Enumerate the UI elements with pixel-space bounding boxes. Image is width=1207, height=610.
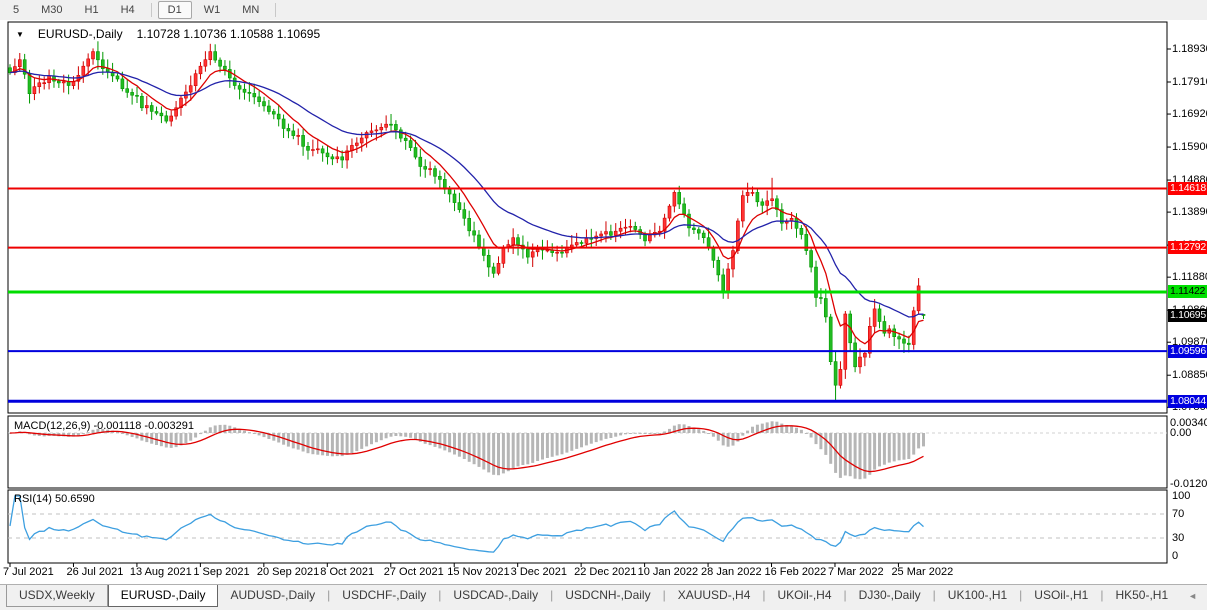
tab-separator: | (662, 588, 666, 602)
level-price-badge: 1.12792 (1168, 241, 1207, 255)
chart-dropdown-icon[interactable]: ▼ (16, 29, 24, 39)
macd-tick-label: 0.003408 (1170, 417, 1207, 429)
rsi-label: RSI(14) 50.6590 (14, 493, 95, 505)
chart-ohlc-values: 1.10728 1.10736 1.10588 1.10695 (136, 27, 321, 41)
candlestick-series (8, 41, 926, 401)
tab-separator: | (843, 588, 847, 602)
tf-button-h4[interactable]: H4 (120, 4, 135, 16)
tab-separator: | (550, 588, 554, 602)
date-tick-label: 15 Nov 2021 (447, 566, 510, 578)
horizontal-level-lines[interactable] (8, 187, 1167, 403)
level-price-badge: 1.11422 (1168, 285, 1207, 299)
rsi-line (9, 495, 924, 553)
chart-tab-usoil-h1[interactable]: USOil-,H1 (1034, 588, 1089, 602)
date-tick-label: 20 Sep 2021 (256, 566, 320, 578)
price-tick-label: 1.13890 (1172, 206, 1207, 219)
price-tick-label: 1.17910 (1172, 76, 1207, 88)
tab-separator: | (438, 588, 442, 602)
toolbar-separator (275, 3, 277, 17)
ma-slow-line (9, 70, 924, 318)
price-tick-label: 1.18930 (1172, 43, 1207, 55)
chart-tab-uk100-h1[interactable]: UK100-,H1 (947, 588, 1008, 602)
tf-button-d1[interactable]: D1 (157, 1, 192, 19)
rsi-tick-label: 0 (1172, 550, 1179, 562)
rsi-tick-label: 30 (1172, 532, 1185, 544)
date-tick-label: 22 Dec 2021 (574, 566, 637, 578)
pane-borders (7, 21, 1168, 564)
price-tick-label: 1.11880 (1172, 271, 1207, 284)
chart-tab-eurusd-daily[interactable]: EURUSD-,Daily (107, 585, 219, 607)
date-tick-label: 7 Jul 2021 (3, 566, 54, 578)
macd-label: MACD(12,26,9) -0.001118 -0.003291 (14, 420, 194, 432)
chart-tab-usdcad-daily[interactable]: USDCAD-,Daily (453, 588, 539, 602)
chart-tab-bar: USDX,Weekly EURUSD-,Daily AUDUSD-,Daily | US… (0, 584, 1207, 610)
date-tick-label: 26 Jul 2021 (66, 566, 124, 578)
level-price-badge: 1.09596 (1168, 344, 1207, 358)
chart-tab-dj30-daily[interactable]: DJ30-,Daily (858, 588, 921, 602)
chart-tab-usdx-weekly[interactable]: USDX,Weekly (6, 585, 108, 607)
date-axis-ticks (9, 563, 899, 567)
date-tick-label: 10 Jan 2022 (637, 566, 699, 578)
rsi-level-lines (8, 513, 1167, 539)
chart-tab-hk50-h1[interactable]: HK50-,H1 (1115, 588, 1169, 602)
rsi-tick-label: 100 (1172, 490, 1191, 502)
tab-separator: | (762, 588, 766, 602)
tf-button-m30[interactable]: M30 (41, 4, 63, 16)
chart-tab-xauusd-h4[interactable]: XAUUSD-,H4 (677, 588, 751, 602)
tab-separator: | (1019, 588, 1023, 602)
tf-button-5[interactable]: 5 (13, 4, 20, 16)
chart-tab-usdcnh-daily[interactable]: USDCNH-,Daily (565, 588, 651, 602)
date-tick-label: 13 Aug 2021 (129, 566, 192, 578)
level-price-badge: 1.14618 (1168, 182, 1207, 196)
tab-separator: | (327, 588, 331, 602)
tf-button-h1[interactable]: H1 (84, 4, 99, 16)
price-tick-label: 1.16920 (1172, 108, 1207, 121)
rsi-tick-label: 70 (1172, 508, 1185, 520)
date-tick-label: 7 Mar 2022 (827, 566, 884, 578)
tab-separator: | (1100, 588, 1104, 602)
chart-tab-ukoil-h4[interactable]: UKOil-,H4 (777, 588, 832, 602)
chart-tab-audusd-daily[interactable]: AUDUSD-,Daily (230, 588, 316, 602)
macd-tick-label: -0.012059 (1170, 477, 1207, 490)
date-tick-label: 27 Oct 2021 (383, 566, 444, 578)
macd-histogram (8, 421, 925, 480)
chart-title-row: ▼ EURUSD-,Daily 1.10728 1.10736 1.10588 … (16, 27, 320, 41)
macd-signal-line (9, 425, 924, 473)
tab-separator: | (932, 588, 936, 602)
tf-button-mn[interactable]: MN (242, 4, 260, 16)
toolbar-separator (150, 3, 152, 17)
ma-fast-line (9, 65, 924, 345)
chart-symbol-title: EURUSD-,Daily (37, 27, 123, 41)
current-price-badge: 1.10695 (1168, 309, 1207, 322)
tf-button-w1[interactable]: W1 (203, 4, 221, 16)
date-tick-label: 28 Jan 2022 (701, 566, 762, 578)
date-tick-label: 16 Feb 2022 (764, 566, 827, 578)
date-tick-label: 25 Mar 2022 (891, 566, 954, 578)
timeframe-toolbar: 5 M30 H1 H4 D1 W1 MN (0, 0, 1207, 20)
level-price-badge: 1.08044 (1168, 394, 1207, 408)
date-tick-label: 8 Oct 2021 (320, 566, 375, 578)
tab-scroll-left-icon[interactable]: ◄ (1188, 591, 1198, 601)
macd-tick-label: 0.00 (1170, 427, 1192, 439)
chart-tab-usdchf-daily[interactable]: USDCHF-,Daily (342, 588, 427, 602)
date-tick-label: 3 Dec 2021 (510, 566, 567, 578)
price-tick-label: 1.15900 (1172, 141, 1207, 154)
date-tick-label: 1 Sep 2021 (193, 566, 250, 578)
